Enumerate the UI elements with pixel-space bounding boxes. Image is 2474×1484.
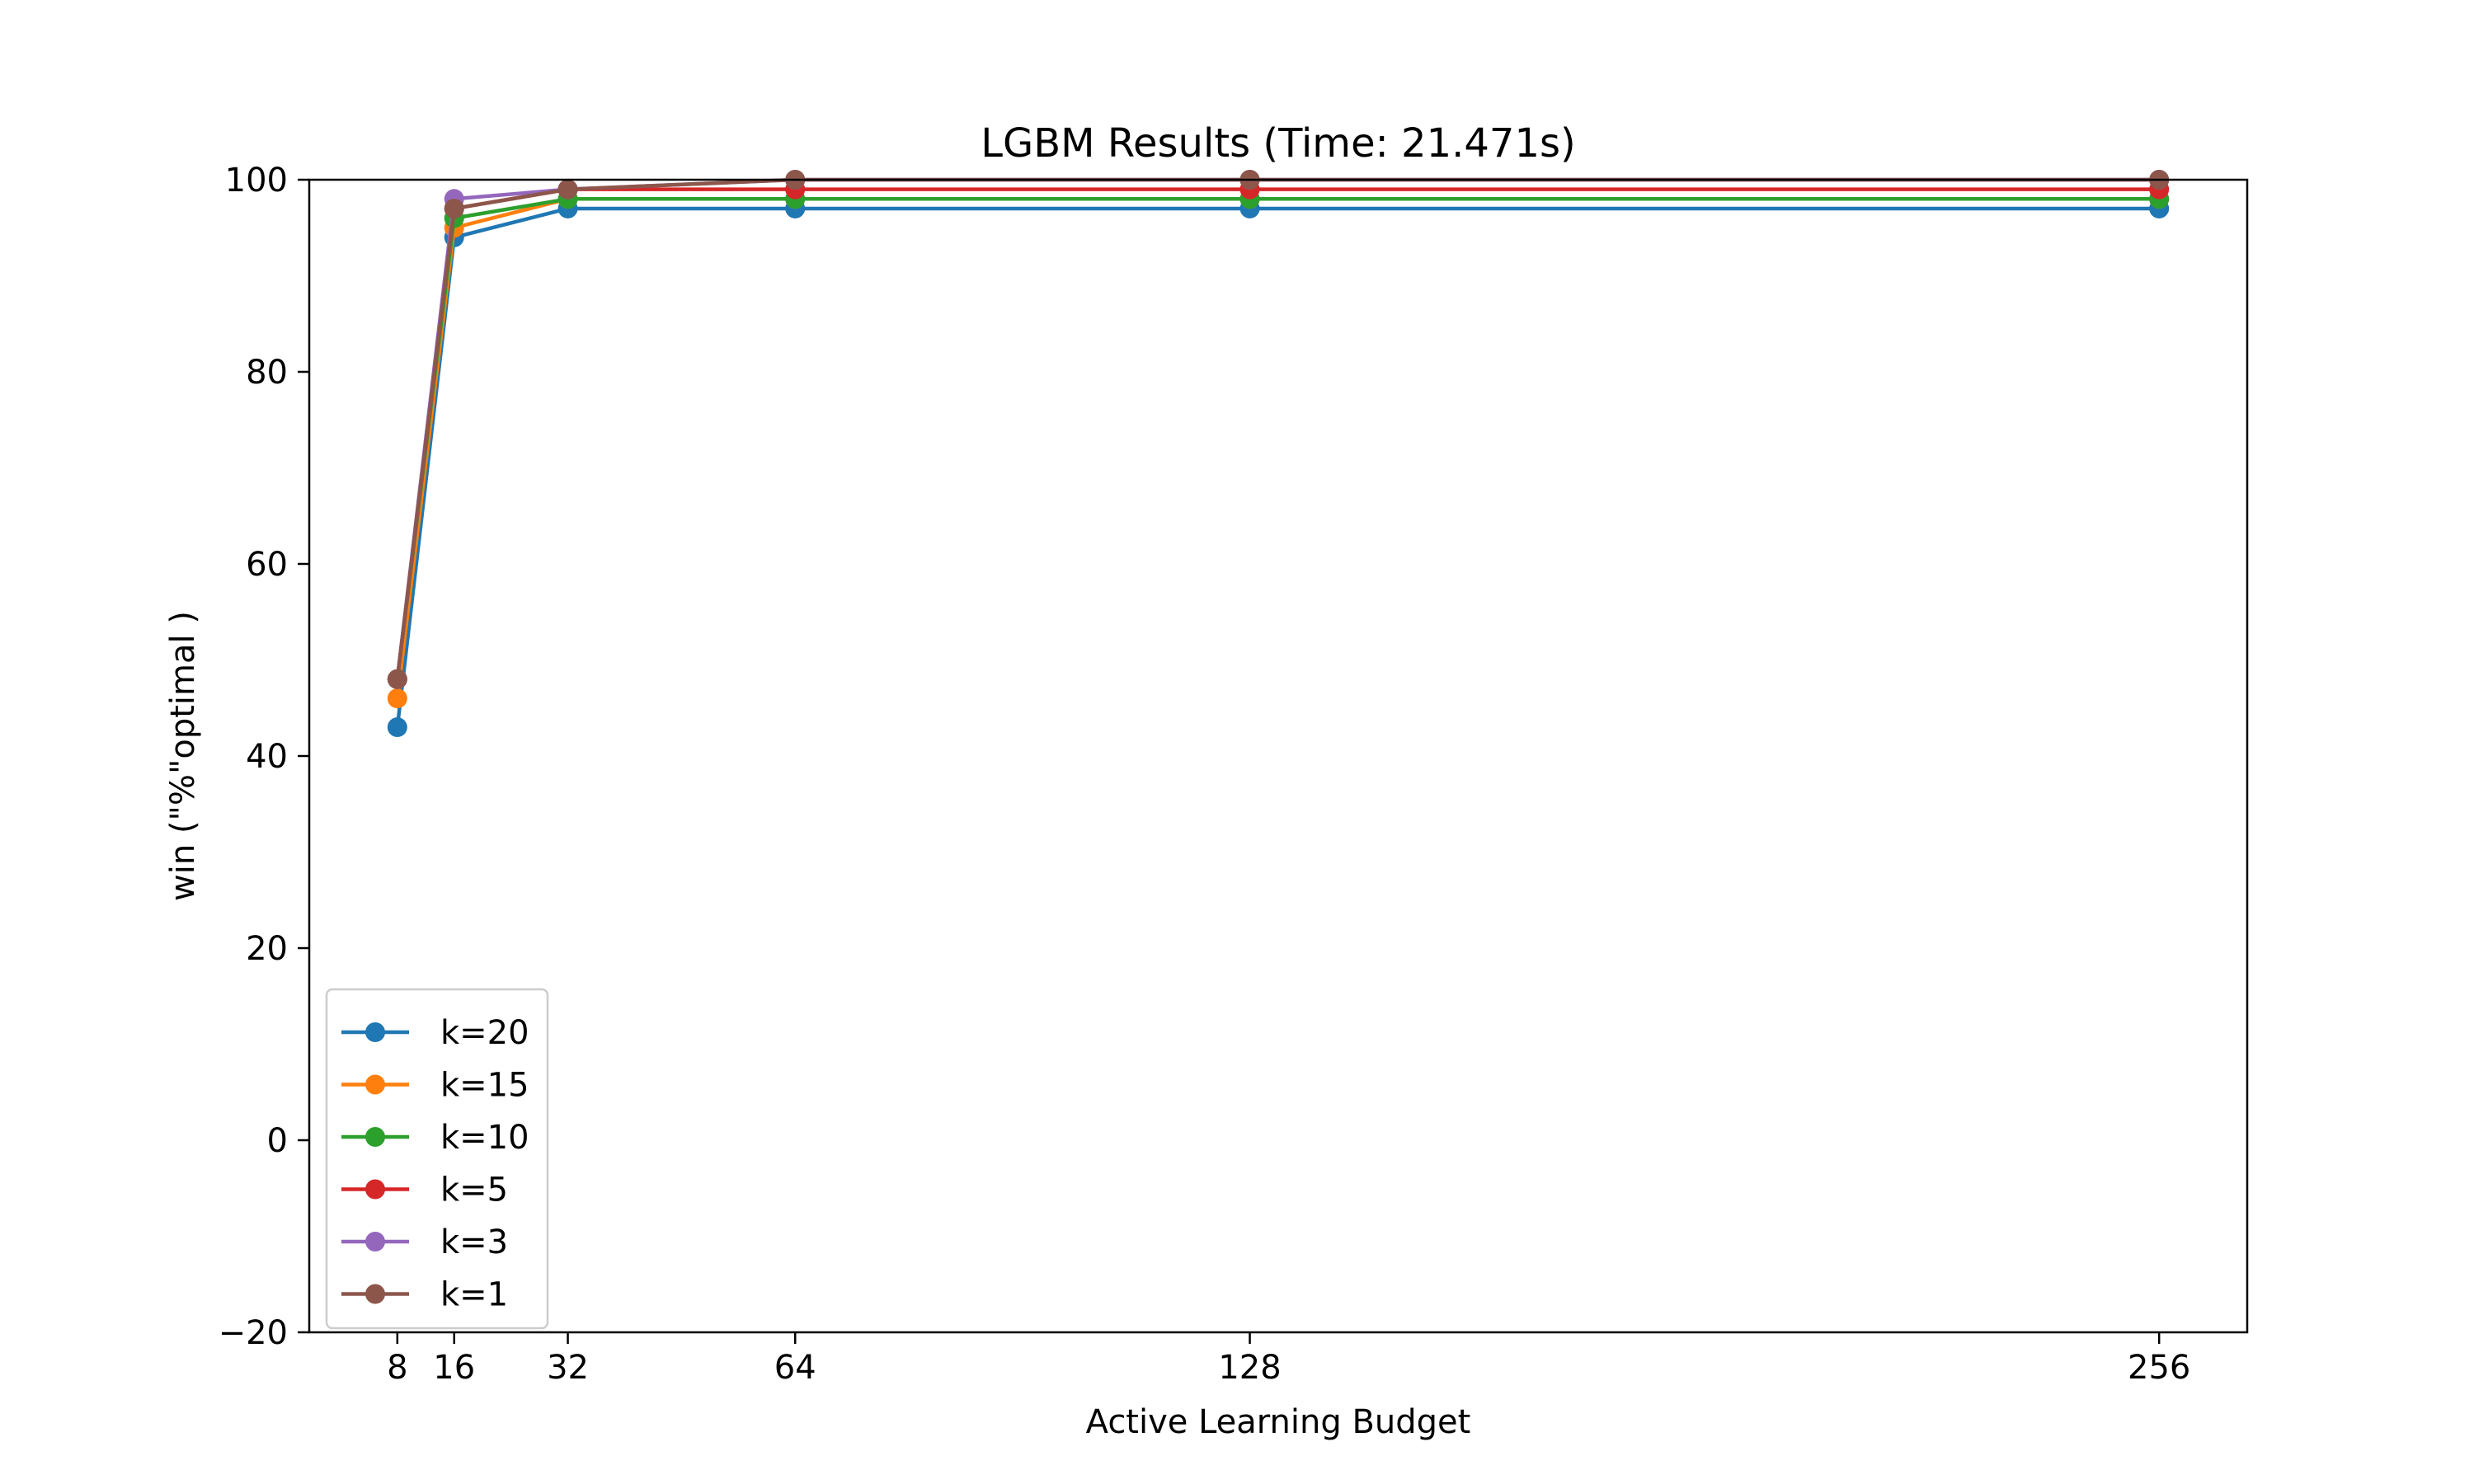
y-tick-label: 100 [225,162,288,200]
x-tick-label: 32 [547,1349,589,1387]
y-tick-label: 40 [246,738,288,776]
series-line-k1 [395,177,2160,680]
x-tick-label: 64 [774,1349,816,1387]
x-tick-label: 8 [387,1349,407,1387]
x-tick-label: 16 [433,1349,475,1387]
series-line-k20 [395,206,2160,728]
legend-swatch-marker [365,1022,385,1042]
y-tick-label: −20 [219,1314,288,1352]
plot-frame [308,178,2249,1334]
legend-item: k=3 [341,1223,508,1261]
y-tick-label: 0 [267,1122,288,1160]
legend-label: k=20 [440,1014,529,1052]
legend-swatch-marker [365,1232,385,1252]
legend-swatch-marker [365,1179,385,1200]
legend-swatch-marker [365,1127,385,1147]
x-tick-label: 256 [2128,1349,2190,1387]
y-tick-label: 60 [246,546,288,584]
x-tick-label: 128 [1218,1349,1281,1387]
y-tick-label: 20 [246,930,288,968]
data-point [387,669,407,689]
legend-item: k=15 [341,1067,529,1105]
legend-swatch-marker [365,1284,385,1304]
legend-item: k=10 [341,1119,529,1157]
x-axis: 8 16 32 64 128 256 [387,1332,2190,1387]
chart-title: LGBM Results (Time: 21.471s) [981,120,1575,167]
legend-item: k=1 [341,1276,508,1314]
legend-item: k=20 [341,1014,529,1052]
legend: k=20 k=15 k=10 k=5 k=3 k=1 [325,988,549,1330]
y-axis: −20 0 20 40 60 80 100 [219,162,309,1352]
data-point [387,688,407,709]
legend-label: k=5 [440,1172,508,1209]
legend-swatch-marker [365,1074,385,1095]
legend-label: k=10 [440,1119,529,1157]
series-layer [387,170,2170,738]
legend-label: k=3 [440,1223,508,1261]
series-line-k15 [395,197,2160,699]
legend-item: k=5 [341,1172,508,1209]
data-point [444,198,464,218]
data-point [387,717,407,738]
series-line-k3 [395,177,2160,680]
series-line-k5 [395,187,2160,680]
data-point [557,179,578,200]
y-tick-label: 80 [246,354,288,392]
x-axis-label: Active Learning Budget [1086,1403,1471,1441]
y-axis-label: win ("%"optimal ) [164,611,202,901]
legend-label: k=15 [440,1067,529,1105]
legend-label: k=1 [440,1276,508,1314]
series-line-k10 [395,197,2160,680]
